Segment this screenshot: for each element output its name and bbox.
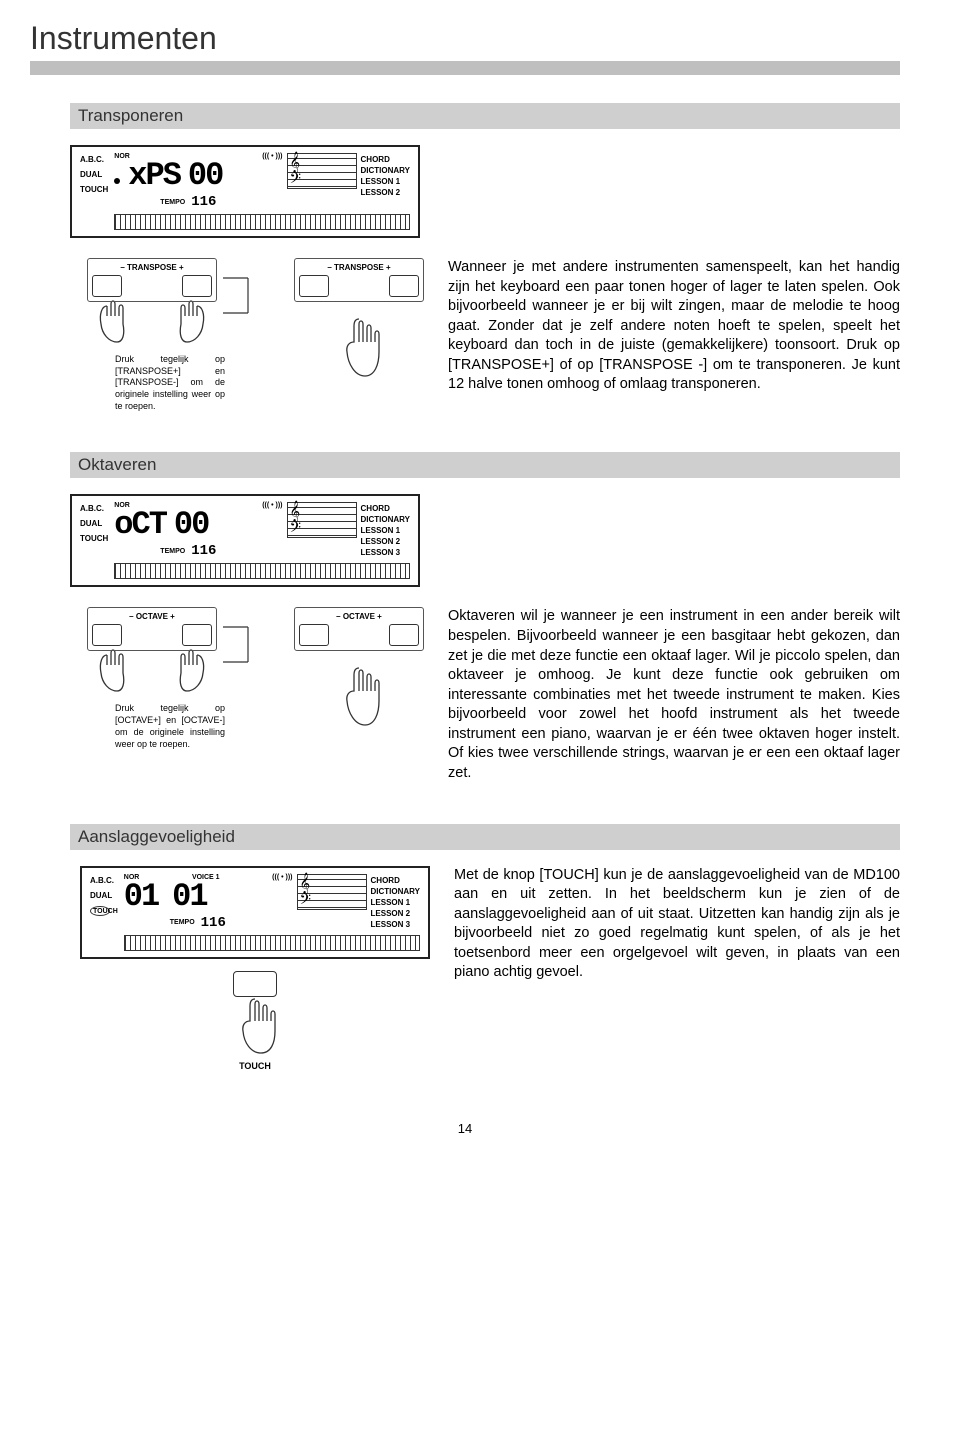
lcd-dot-icon bbox=[114, 178, 120, 184]
octave-caption: Druk tegelijk op [OCTAVE+] en [OCTAVE-] … bbox=[115, 703, 225, 750]
lcd-tempo-label: TEMPO bbox=[170, 919, 195, 926]
transpose-caption: Druk tegelijk op [TRANSPOSE+] en [TRANSP… bbox=[115, 354, 225, 412]
lcd-staff: 𝄞 𝄢 bbox=[297, 874, 367, 910]
lcd-tempo-value: 116 bbox=[191, 194, 216, 210]
section-transponeren: Transponeren A.B.C. DUAL TOUCH NOR ((( •… bbox=[70, 103, 900, 412]
hand-press-icon bbox=[225, 997, 285, 1057]
lcd-label-dual: DUAL bbox=[80, 519, 108, 528]
page-title: Instrumenten bbox=[30, 20, 900, 57]
section-oktaveren: Oktaveren A.B.C. DUAL TOUCH NOR ((( • ))… bbox=[70, 452, 900, 783]
lcd-r-l1: LESSON 1 bbox=[371, 898, 420, 907]
transpose-minus-button[interactable] bbox=[92, 275, 122, 297]
lcd-label-abc: A.B.C. bbox=[80, 155, 108, 164]
touch-button-label: TOUCH bbox=[239, 1061, 271, 1071]
lcd-r-dict: DICTIONARY bbox=[361, 166, 410, 175]
lcd-r-l3: LESSON 3 bbox=[361, 548, 410, 557]
lcd-r-l1: LESSON 1 bbox=[361, 177, 410, 186]
transpose-plus-button-2[interactable] bbox=[389, 275, 419, 297]
section-title-aanslag: Aanslaggevoeligheid bbox=[70, 824, 900, 850]
callout-arrow bbox=[223, 607, 253, 677]
lcd-staff: 𝄞 𝄢 bbox=[287, 153, 357, 189]
transpose-minus-button-2[interactable] bbox=[299, 275, 329, 297]
transpose-plus-button[interactable] bbox=[182, 275, 212, 297]
transpose-panel-label: – TRANSPOSE + bbox=[92, 263, 212, 272]
lcd-label-touch: TOUCH bbox=[80, 534, 108, 543]
lcd-seg-left: xPS bbox=[128, 160, 180, 192]
octave-minus-button[interactable] bbox=[92, 624, 122, 646]
hand-press-icon bbox=[329, 663, 389, 733]
lcd-keyboard bbox=[124, 935, 420, 951]
transpose-button-panel-2: – TRANSPOSE + bbox=[294, 258, 424, 302]
two-hands-icon bbox=[87, 645, 217, 695]
lcd-r-l3: LESSON 3 bbox=[371, 920, 420, 929]
lcd-tempo-label: TEMPO bbox=[160, 548, 185, 555]
octave-panel-label: – OCTAVE + bbox=[92, 612, 212, 621]
lcd-label-touch: TOUCH bbox=[80, 185, 108, 194]
lcd-transponeren: A.B.C. DUAL TOUCH NOR ((( • ))) bbox=[70, 145, 420, 238]
lcd-label-dual: DUAL bbox=[90, 891, 118, 900]
lcd-r-chord: CHORD bbox=[371, 876, 420, 885]
lcd-seg-left: oCT bbox=[114, 509, 166, 541]
lcd-speaker-icon: ((( • ))) bbox=[262, 153, 282, 160]
lcd-r-l2: LESSON 2 bbox=[371, 909, 420, 918]
lcd-keyboard bbox=[114, 563, 410, 579]
section-aanslag: Aanslaggevoeligheid A.B.C. DUAL TOUCH bbox=[70, 824, 900, 1071]
lcd-tempo-value: 116 bbox=[201, 915, 226, 931]
lcd-seg-right: 01 bbox=[172, 881, 206, 913]
transpose-body-text: Wanneer je met andere instrumenten samen… bbox=[448, 258, 900, 395]
lcd-r-dict: DICTIONARY bbox=[361, 515, 410, 524]
lcd-r-l1: LESSON 1 bbox=[361, 526, 410, 535]
transpose-button-panel: – TRANSPOSE + bbox=[87, 258, 217, 302]
transpose-panel-label-2: – TRANSPOSE + bbox=[299, 263, 419, 272]
lcd-r-l2: LESSON 2 bbox=[361, 188, 410, 197]
aanslag-body-text: Met de knop [TOUCH] kun je de aanslaggev… bbox=[454, 866, 900, 983]
lcd-staff: 𝄞 𝄢 bbox=[287, 502, 357, 538]
bass-clef-icon: 𝄢 bbox=[290, 519, 302, 540]
lcd-r-l2: LESSON 2 bbox=[361, 537, 410, 546]
callout-arrow bbox=[223, 258, 253, 328]
hand-press-icon bbox=[329, 314, 389, 384]
lcd-label-dual: DUAL bbox=[80, 170, 108, 179]
lcd-r-chord: CHORD bbox=[361, 504, 410, 513]
lcd-label-abc: A.B.C. bbox=[80, 504, 108, 513]
touch-button[interactable] bbox=[233, 971, 277, 997]
lcd-keyboard bbox=[114, 214, 410, 230]
octave-plus-button[interactable] bbox=[182, 624, 212, 646]
lcd-r-dict: DICTIONARY bbox=[371, 887, 420, 896]
two-hands-icon bbox=[87, 296, 217, 346]
title-underline bbox=[30, 61, 900, 75]
bass-clef-icon: 𝄢 bbox=[290, 170, 302, 191]
lcd-seg-right: 00 bbox=[174, 509, 208, 541]
octave-minus-button-2[interactable] bbox=[299, 624, 329, 646]
octave-plus-button-2[interactable] bbox=[389, 624, 419, 646]
octave-panel-label-2: – OCTAVE + bbox=[299, 612, 419, 621]
lcd-tempo-label: TEMPO bbox=[160, 199, 185, 206]
lcd-speaker-icon: ((( • ))) bbox=[262, 502, 282, 509]
lcd-label-abc: A.B.C. bbox=[90, 876, 118, 885]
lcd-oktaveren: A.B.C. DUAL TOUCH NOR ((( • ))) oCT bbox=[70, 494, 420, 587]
octave-button-panel: – OCTAVE + bbox=[87, 607, 217, 651]
lcd-r-chord: CHORD bbox=[361, 155, 410, 164]
section-title-transponeren: Transponeren bbox=[70, 103, 900, 129]
lcd-label-touch: TOUCH bbox=[93, 908, 118, 915]
lcd-seg-left: 01 bbox=[124, 881, 158, 913]
octave-body-text: Oktaveren wil je wanneer je een instrume… bbox=[448, 607, 900, 783]
lcd-seg-right: 00 bbox=[188, 160, 222, 192]
octave-button-panel-2: – OCTAVE + bbox=[294, 607, 424, 651]
bass-clef-icon: 𝄢 bbox=[300, 891, 312, 912]
page-number: 14 bbox=[30, 1121, 900, 1136]
lcd-speaker-icon: ((( • ))) bbox=[272, 874, 292, 881]
section-title-oktaveren: Oktaveren bbox=[70, 452, 900, 478]
lcd-tempo-value: 116 bbox=[191, 543, 216, 559]
lcd-aanslag: A.B.C. DUAL TOUCH NOR VOICE 1 bbox=[80, 866, 430, 959]
